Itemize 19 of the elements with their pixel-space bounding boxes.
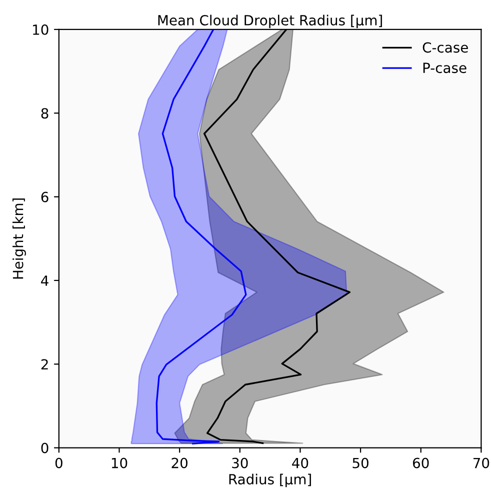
x-tick-label: 30 [232, 458, 248, 468]
y-tick-label: 10 [33, 24, 48, 35]
legend-label: C-case [422, 42, 468, 53]
x-tick-label: 0 [55, 458, 62, 468]
x-axis-title: Radius [μm] [229, 474, 311, 488]
x-tick-label: 70 [473, 458, 490, 468]
x-tick-label: 10 [112, 458, 128, 468]
x-tick-label: 50 [352, 458, 368, 468]
chart-title: Mean Cloud Droplet Radius [μm] [158, 14, 382, 28]
y-tick-label: 4 [41, 276, 48, 286]
y-tick-label: 6 [41, 192, 48, 202]
y-tick-label: 2 [41, 359, 48, 370]
x-tick-label: 40 [292, 458, 308, 468]
x-tick-label: 20 [172, 458, 188, 468]
legend-label: P-case [423, 62, 466, 74]
y-tick-label: 8 [41, 108, 48, 119]
x-tick-label: 60 [412, 458, 429, 468]
y-axis-title: Height [km] [12, 198, 26, 279]
y-tick-label: 0 [41, 442, 48, 454]
